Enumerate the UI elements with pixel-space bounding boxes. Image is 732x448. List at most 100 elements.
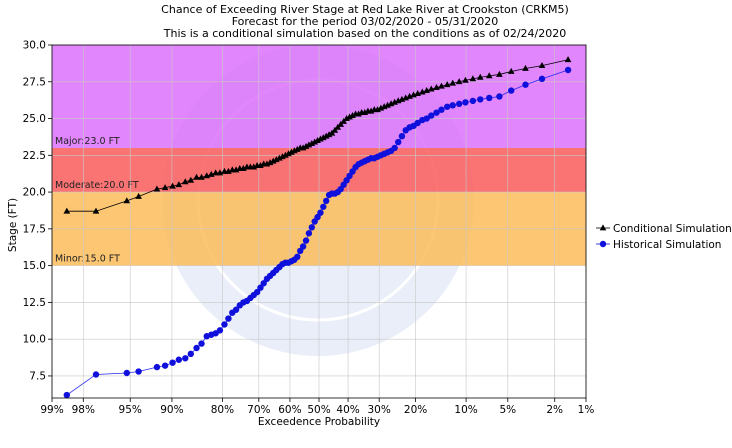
x-tick-label: 10% — [454, 404, 477, 416]
historical-point — [564, 66, 572, 74]
chart-title: Chance of Exceeding River Stage at Red L… — [161, 3, 569, 16]
x-tick-label: 80% — [211, 404, 234, 416]
conditional-point — [443, 81, 451, 88]
legend-label: Conditional Simulation — [613, 223, 732, 235]
y-tick-label: 22.5 — [23, 150, 46, 162]
x-tick-label: 5% — [499, 404, 516, 416]
y-tick-label: 10.0 — [23, 334, 46, 346]
historical-point — [216, 327, 224, 334]
historical-point — [395, 138, 402, 146]
historical-point — [469, 97, 477, 105]
historical-point — [455, 100, 463, 108]
historical-point — [161, 362, 169, 369]
axes: 7.5 10.0 12.5 15.0 17.5 20.0 22.5 25.0 27.5 30.0 9… — [23, 40, 595, 417]
band-label-moderate: Moderate:20.0 FT — [55, 180, 139, 191]
historical-point — [322, 197, 330, 205]
conditional-point — [438, 82, 445, 89]
historical-point — [198, 340, 205, 347]
chart-subtitle-conditions: This is a conditional simulation based o… — [163, 27, 567, 40]
conditional-point — [496, 70, 503, 77]
historical-point — [538, 75, 546, 83]
y-tick-label: 20.0 — [23, 187, 46, 199]
historical-point — [449, 102, 456, 109]
historical-point — [308, 224, 316, 231]
historical-point — [63, 391, 71, 399]
x-tick-label: 98% — [72, 404, 95, 416]
conditional-point — [161, 184, 169, 191]
conditional-point — [522, 64, 529, 71]
y-tick-label: 30.0 — [23, 40, 46, 52]
historical-point — [302, 237, 310, 244]
historical-point — [398, 132, 406, 140]
conditional-point — [564, 56, 572, 63]
conditional-point — [92, 207, 100, 214]
historical-point — [320, 203, 327, 210]
conditional-point — [485, 72, 493, 79]
chart-subtitle: Forecast for the period 03/02/2020 - 05/… — [232, 15, 499, 28]
x-tick-label: 50% — [307, 404, 330, 416]
historical-point — [123, 369, 130, 377]
historical-point — [438, 106, 445, 113]
historical-point — [225, 315, 232, 322]
y-tick-label: 7.5 — [29, 370, 46, 382]
historical-point — [477, 96, 484, 103]
historical-point — [221, 321, 228, 328]
historical-point — [508, 87, 515, 94]
historical-point — [428, 112, 435, 119]
x-tick-label: 20% — [404, 404, 427, 416]
historical-point — [187, 350, 195, 358]
conditional-point — [469, 75, 477, 82]
historical-point — [294, 253, 301, 260]
conditional-point — [212, 169, 219, 176]
conditional-point — [123, 197, 131, 204]
conditional-point — [198, 173, 205, 180]
historical-point — [182, 355, 189, 362]
conditional-point — [181, 178, 189, 185]
conditional-point — [193, 173, 200, 180]
x-tick-label: 30% — [368, 404, 391, 416]
x-tick-label: 2% — [546, 404, 563, 416]
x-tick-label: 95% — [119, 404, 142, 416]
historical-point — [496, 93, 503, 100]
conditional-point — [169, 182, 176, 189]
historical-point — [260, 280, 267, 287]
legend-label: Historical Simulation — [613, 239, 721, 251]
historical-point — [92, 371, 100, 378]
x-axis-label: Exceedence Probability — [258, 416, 380, 428]
historical-point — [423, 115, 430, 122]
historical-point — [317, 209, 324, 216]
y-tick-label: 27.5 — [23, 76, 46, 88]
historical-point — [414, 119, 421, 127]
conditional-point — [427, 85, 435, 92]
conditional-point — [135, 192, 142, 199]
historical-point — [305, 230, 313, 237]
y-tick-label: 17.5 — [23, 223, 46, 235]
y-tick-label: 25.0 — [23, 113, 46, 125]
conditional-point — [449, 79, 457, 86]
conditional-point — [187, 176, 195, 183]
historical-point — [522, 81, 529, 88]
conditional-point — [433, 84, 440, 91]
x-tick-label: 99% — [40, 404, 63, 416]
conditional-point — [476, 73, 484, 80]
conditional-point — [175, 181, 183, 188]
conditional-point — [538, 61, 546, 68]
x-tick-label: 90% — [160, 404, 183, 416]
conditional-point — [153, 185, 161, 192]
historical-point — [462, 99, 469, 106]
historical-point — [299, 243, 307, 250]
conditional-point — [462, 76, 469, 83]
historical-point — [443, 103, 451, 110]
x-tick-label: 60% — [278, 404, 301, 416]
x-tick-label: 40% — [336, 404, 359, 416]
x-tick-label: 70% — [247, 404, 270, 416]
y-tick-label: 12.5 — [23, 297, 46, 309]
data-series — [63, 56, 572, 399]
historical-point — [153, 363, 161, 371]
historical-point — [135, 368, 142, 375]
historical-point — [253, 288, 261, 296]
historical-point — [257, 284, 264, 291]
legend: Conditional Simulation Historical Simulat… — [596, 223, 732, 251]
band-label-minor: Minor:15.0 FT — [55, 254, 120, 265]
